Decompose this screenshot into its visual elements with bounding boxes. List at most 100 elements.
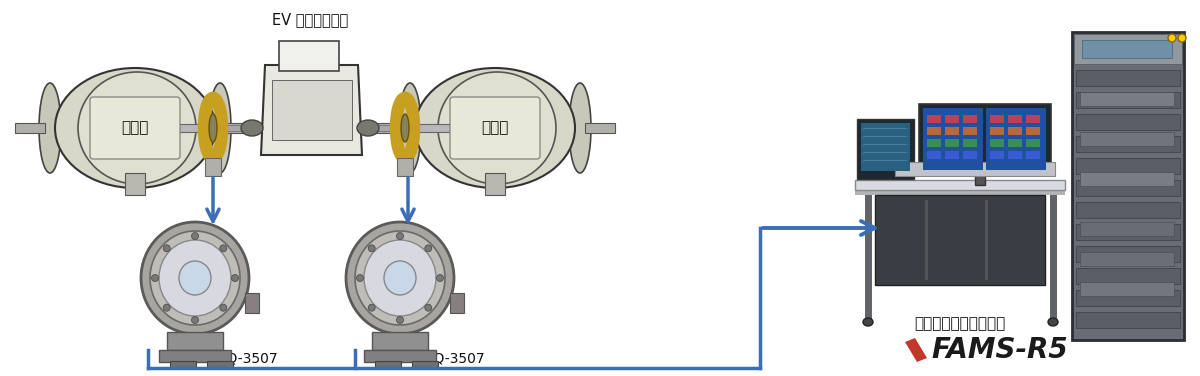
Bar: [1080, 282, 1174, 296]
Bar: [865, 190, 871, 320]
Bar: [1080, 172, 1174, 186]
Bar: [1026, 127, 1040, 135]
Bar: [485, 173, 505, 195]
Bar: [221, 125, 403, 131]
Ellipse shape: [220, 304, 227, 311]
Ellipse shape: [232, 274, 239, 282]
Ellipse shape: [368, 245, 376, 252]
Text: 自動計測制御システム: 自動計測制御システム: [914, 316, 1006, 331]
Text: TQ-3507: TQ-3507: [425, 352, 485, 366]
Bar: [364, 350, 436, 362]
Bar: [1026, 139, 1040, 147]
Bar: [125, 173, 145, 195]
Text: FAMS-R5: FAMS-R5: [931, 336, 1068, 364]
Bar: [928, 139, 941, 147]
Bar: [946, 115, 959, 123]
Bar: [1026, 115, 1040, 123]
Bar: [1076, 114, 1180, 130]
Bar: [208, 361, 233, 367]
Ellipse shape: [425, 304, 432, 311]
Bar: [1050, 190, 1056, 320]
Ellipse shape: [401, 114, 409, 142]
Ellipse shape: [396, 232, 403, 240]
Ellipse shape: [192, 232, 198, 240]
Bar: [928, 115, 941, 123]
Ellipse shape: [220, 245, 227, 252]
Bar: [1076, 70, 1180, 86]
Bar: [1080, 132, 1174, 146]
Ellipse shape: [142, 222, 250, 334]
Ellipse shape: [368, 304, 376, 311]
Bar: [1074, 34, 1182, 64]
Bar: [170, 361, 196, 367]
Bar: [1008, 139, 1022, 147]
Bar: [226, 123, 256, 133]
Bar: [1008, 115, 1022, 123]
Bar: [946, 127, 959, 135]
Ellipse shape: [364, 240, 436, 316]
Ellipse shape: [55, 68, 215, 188]
Polygon shape: [262, 65, 362, 155]
Ellipse shape: [356, 274, 364, 282]
Ellipse shape: [384, 261, 416, 295]
Ellipse shape: [358, 120, 379, 136]
Ellipse shape: [1048, 318, 1058, 326]
FancyBboxPatch shape: [1072, 32, 1184, 340]
Bar: [923, 108, 983, 170]
Bar: [166, 124, 214, 132]
Bar: [397, 158, 413, 176]
Ellipse shape: [425, 245, 432, 252]
Ellipse shape: [438, 72, 556, 184]
Bar: [158, 350, 230, 362]
Ellipse shape: [38, 83, 61, 173]
Circle shape: [1168, 34, 1176, 42]
Ellipse shape: [78, 72, 196, 184]
Text: TQ-3507: TQ-3507: [218, 352, 278, 366]
Ellipse shape: [437, 274, 444, 282]
Bar: [990, 115, 1004, 123]
FancyBboxPatch shape: [90, 97, 180, 159]
Ellipse shape: [241, 120, 263, 136]
Bar: [1080, 252, 1174, 266]
Bar: [925, 200, 928, 280]
Bar: [985, 200, 988, 280]
Ellipse shape: [355, 231, 445, 325]
Ellipse shape: [150, 231, 240, 325]
Bar: [1076, 158, 1180, 174]
Bar: [450, 293, 464, 313]
Bar: [1076, 202, 1180, 218]
Ellipse shape: [163, 245, 170, 252]
Bar: [1076, 290, 1180, 306]
Ellipse shape: [396, 317, 403, 323]
Bar: [412, 361, 438, 367]
Bar: [946, 139, 959, 147]
FancyBboxPatch shape: [857, 119, 914, 179]
Bar: [964, 127, 977, 135]
Bar: [245, 293, 259, 313]
Bar: [167, 332, 223, 350]
Bar: [1076, 180, 1180, 196]
Bar: [1080, 222, 1174, 236]
Ellipse shape: [415, 68, 575, 188]
Bar: [946, 151, 959, 159]
Ellipse shape: [151, 274, 158, 282]
Bar: [854, 180, 1066, 190]
Bar: [990, 151, 1004, 159]
Bar: [986, 108, 1046, 170]
Ellipse shape: [863, 318, 874, 326]
Polygon shape: [905, 338, 928, 362]
Bar: [990, 127, 1004, 135]
Bar: [372, 332, 428, 350]
Bar: [862, 123, 910, 171]
Bar: [1076, 246, 1180, 262]
FancyBboxPatch shape: [919, 104, 1051, 176]
Bar: [875, 195, 1045, 285]
Bar: [854, 190, 1066, 195]
Bar: [205, 158, 221, 176]
Bar: [895, 162, 1055, 176]
Bar: [1076, 268, 1180, 284]
Text: EV 駅動ユニット: EV 駅動ユニット: [272, 12, 348, 27]
Circle shape: [1178, 34, 1186, 42]
Bar: [1082, 40, 1172, 58]
FancyBboxPatch shape: [278, 41, 340, 71]
